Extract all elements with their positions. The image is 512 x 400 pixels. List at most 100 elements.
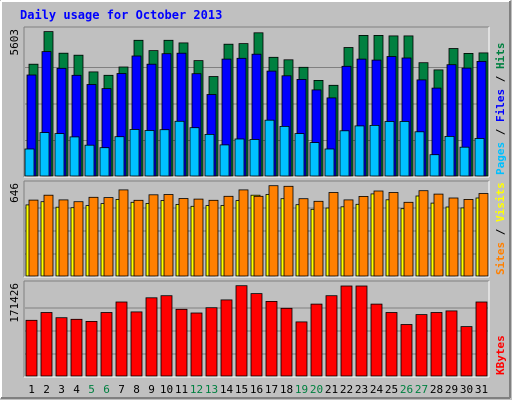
- bar-sites: [208, 199, 219, 277]
- bar-kbytes: [25, 319, 38, 377]
- legend-hits-files-pages: Pages / Files / Hits: [494, 43, 507, 176]
- bar-sites: [238, 189, 249, 277]
- legend-part-2: Visits: [494, 182, 507, 222]
- bar-pages: [204, 133, 215, 177]
- bar-kbytes: [130, 311, 143, 377]
- x-tick-label: 7: [118, 383, 125, 396]
- bar-sites: [148, 194, 159, 277]
- bar-pages: [429, 154, 440, 177]
- x-tick-label: 29: [445, 383, 458, 396]
- bar-kbytes: [250, 293, 263, 377]
- bar-pages: [279, 126, 290, 177]
- bar-pages: [39, 132, 50, 177]
- chart-panels: 5603 Pages / Files / Hits 646 Sites / Visit…: [8, 26, 507, 378]
- legend-part-4: Hits: [494, 43, 507, 70]
- legend-part-2: Files: [494, 89, 507, 122]
- bar-kbytes: [265, 300, 278, 377]
- x-tick-label: 1: [28, 383, 35, 396]
- bar-sites: [343, 199, 354, 277]
- x-tick-label: 8: [133, 383, 140, 396]
- y-max-label: 171426: [8, 283, 21, 323]
- bar-pages: [459, 146, 470, 177]
- bar-pages: [144, 130, 155, 177]
- y-max-label: 646: [8, 183, 21, 203]
- x-tick-label: 4: [73, 383, 80, 396]
- x-tick-labels: 1 2 3 4 5 6 7 8 9 10 11 12 13 14 15 16 17 18 19 20 21 22 23 24 2…: [28, 383, 488, 396]
- bar-sites: [133, 199, 144, 277]
- bar-kbytes: [160, 295, 173, 377]
- bar-pages: [189, 127, 200, 177]
- bar-sites: [478, 193, 489, 277]
- bar-sites: [193, 198, 204, 277]
- bar-kbytes: [235, 285, 248, 377]
- bar-kbytes: [220, 299, 233, 377]
- bar-sites: [268, 185, 279, 277]
- bar-sites: [358, 195, 369, 277]
- bar-pages: [24, 148, 35, 177]
- x-tick-label: 30: [460, 383, 473, 396]
- bar-pages: [474, 138, 485, 177]
- x-tick-label: 28: [430, 383, 443, 396]
- legend-part-0: KBytes: [494, 335, 507, 375]
- bar-sites: [28, 199, 39, 277]
- bar-pages: [369, 125, 380, 177]
- legend-kbytes: KBytes: [494, 335, 507, 375]
- bar-sites: [448, 197, 459, 277]
- x-tick-label: 5: [88, 383, 95, 396]
- legend-part-1: /: [494, 122, 507, 142]
- x-tick-label: 19: [295, 383, 308, 396]
- bar-kbytes: [430, 312, 443, 377]
- x-tick-label: 15: [235, 383, 248, 396]
- bar-sites: [163, 194, 174, 277]
- bar-kbytes: [85, 320, 98, 377]
- bar-kbytes: [415, 314, 428, 377]
- x-tick-label: 31: [475, 383, 488, 396]
- x-tick-label: 20: [310, 383, 323, 396]
- bar-sites: [253, 195, 264, 277]
- x-tick-label: 17: [265, 383, 278, 396]
- legend-part-1: /: [494, 222, 507, 242]
- x-tick-label: 21: [325, 383, 338, 396]
- bar-kbytes: [205, 307, 218, 377]
- bar-sites: [463, 198, 474, 277]
- x-tick-label: 9: [148, 383, 155, 396]
- bar-kbytes: [370, 303, 383, 377]
- bar-pages: [69, 136, 80, 177]
- bar-pages: [399, 121, 410, 177]
- x-tick-label: 13: [205, 383, 218, 396]
- bar-sites: [313, 200, 324, 277]
- bar-kbytes: [115, 301, 128, 377]
- bar-pages: [84, 144, 95, 177]
- bar-kbytes: [100, 312, 113, 377]
- bar-pages: [324, 148, 335, 177]
- bar-kbytes: [475, 301, 488, 377]
- bar-kbytes: [445, 310, 458, 377]
- x-tick-label: 18: [280, 383, 293, 396]
- bar-kbytes: [280, 307, 293, 377]
- bar-kbytes: [310, 303, 323, 377]
- bar-pages: [384, 121, 395, 177]
- bar-kbytes: [190, 312, 203, 377]
- bar-kbytes: [175, 308, 188, 377]
- bar-pages: [114, 136, 125, 177]
- chart-title: Daily usage for October 2013: [20, 8, 222, 22]
- bar-kbytes: [355, 285, 368, 377]
- bar-sites: [43, 194, 54, 277]
- bar-kbytes: [340, 285, 353, 377]
- panel-visits-sites: 646 Sites / Visits: [8, 180, 507, 278]
- bar-pages: [414, 131, 425, 177]
- x-tick-label: 16: [250, 383, 263, 396]
- bar-kbytes: [70, 318, 83, 377]
- x-tick-label: 27: [415, 383, 428, 396]
- x-tick-label: 11: [175, 383, 188, 396]
- x-tick-label: 12: [190, 383, 203, 396]
- bar-pages: [339, 130, 350, 177]
- x-tick-label: 6: [103, 383, 110, 396]
- bar-pages: [174, 120, 185, 177]
- bar-sites: [418, 190, 429, 277]
- x-tick-label: 14: [220, 383, 234, 396]
- bar-sites: [118, 189, 129, 277]
- bar-sites: [328, 192, 339, 277]
- legend-part-0: Sites: [494, 242, 507, 275]
